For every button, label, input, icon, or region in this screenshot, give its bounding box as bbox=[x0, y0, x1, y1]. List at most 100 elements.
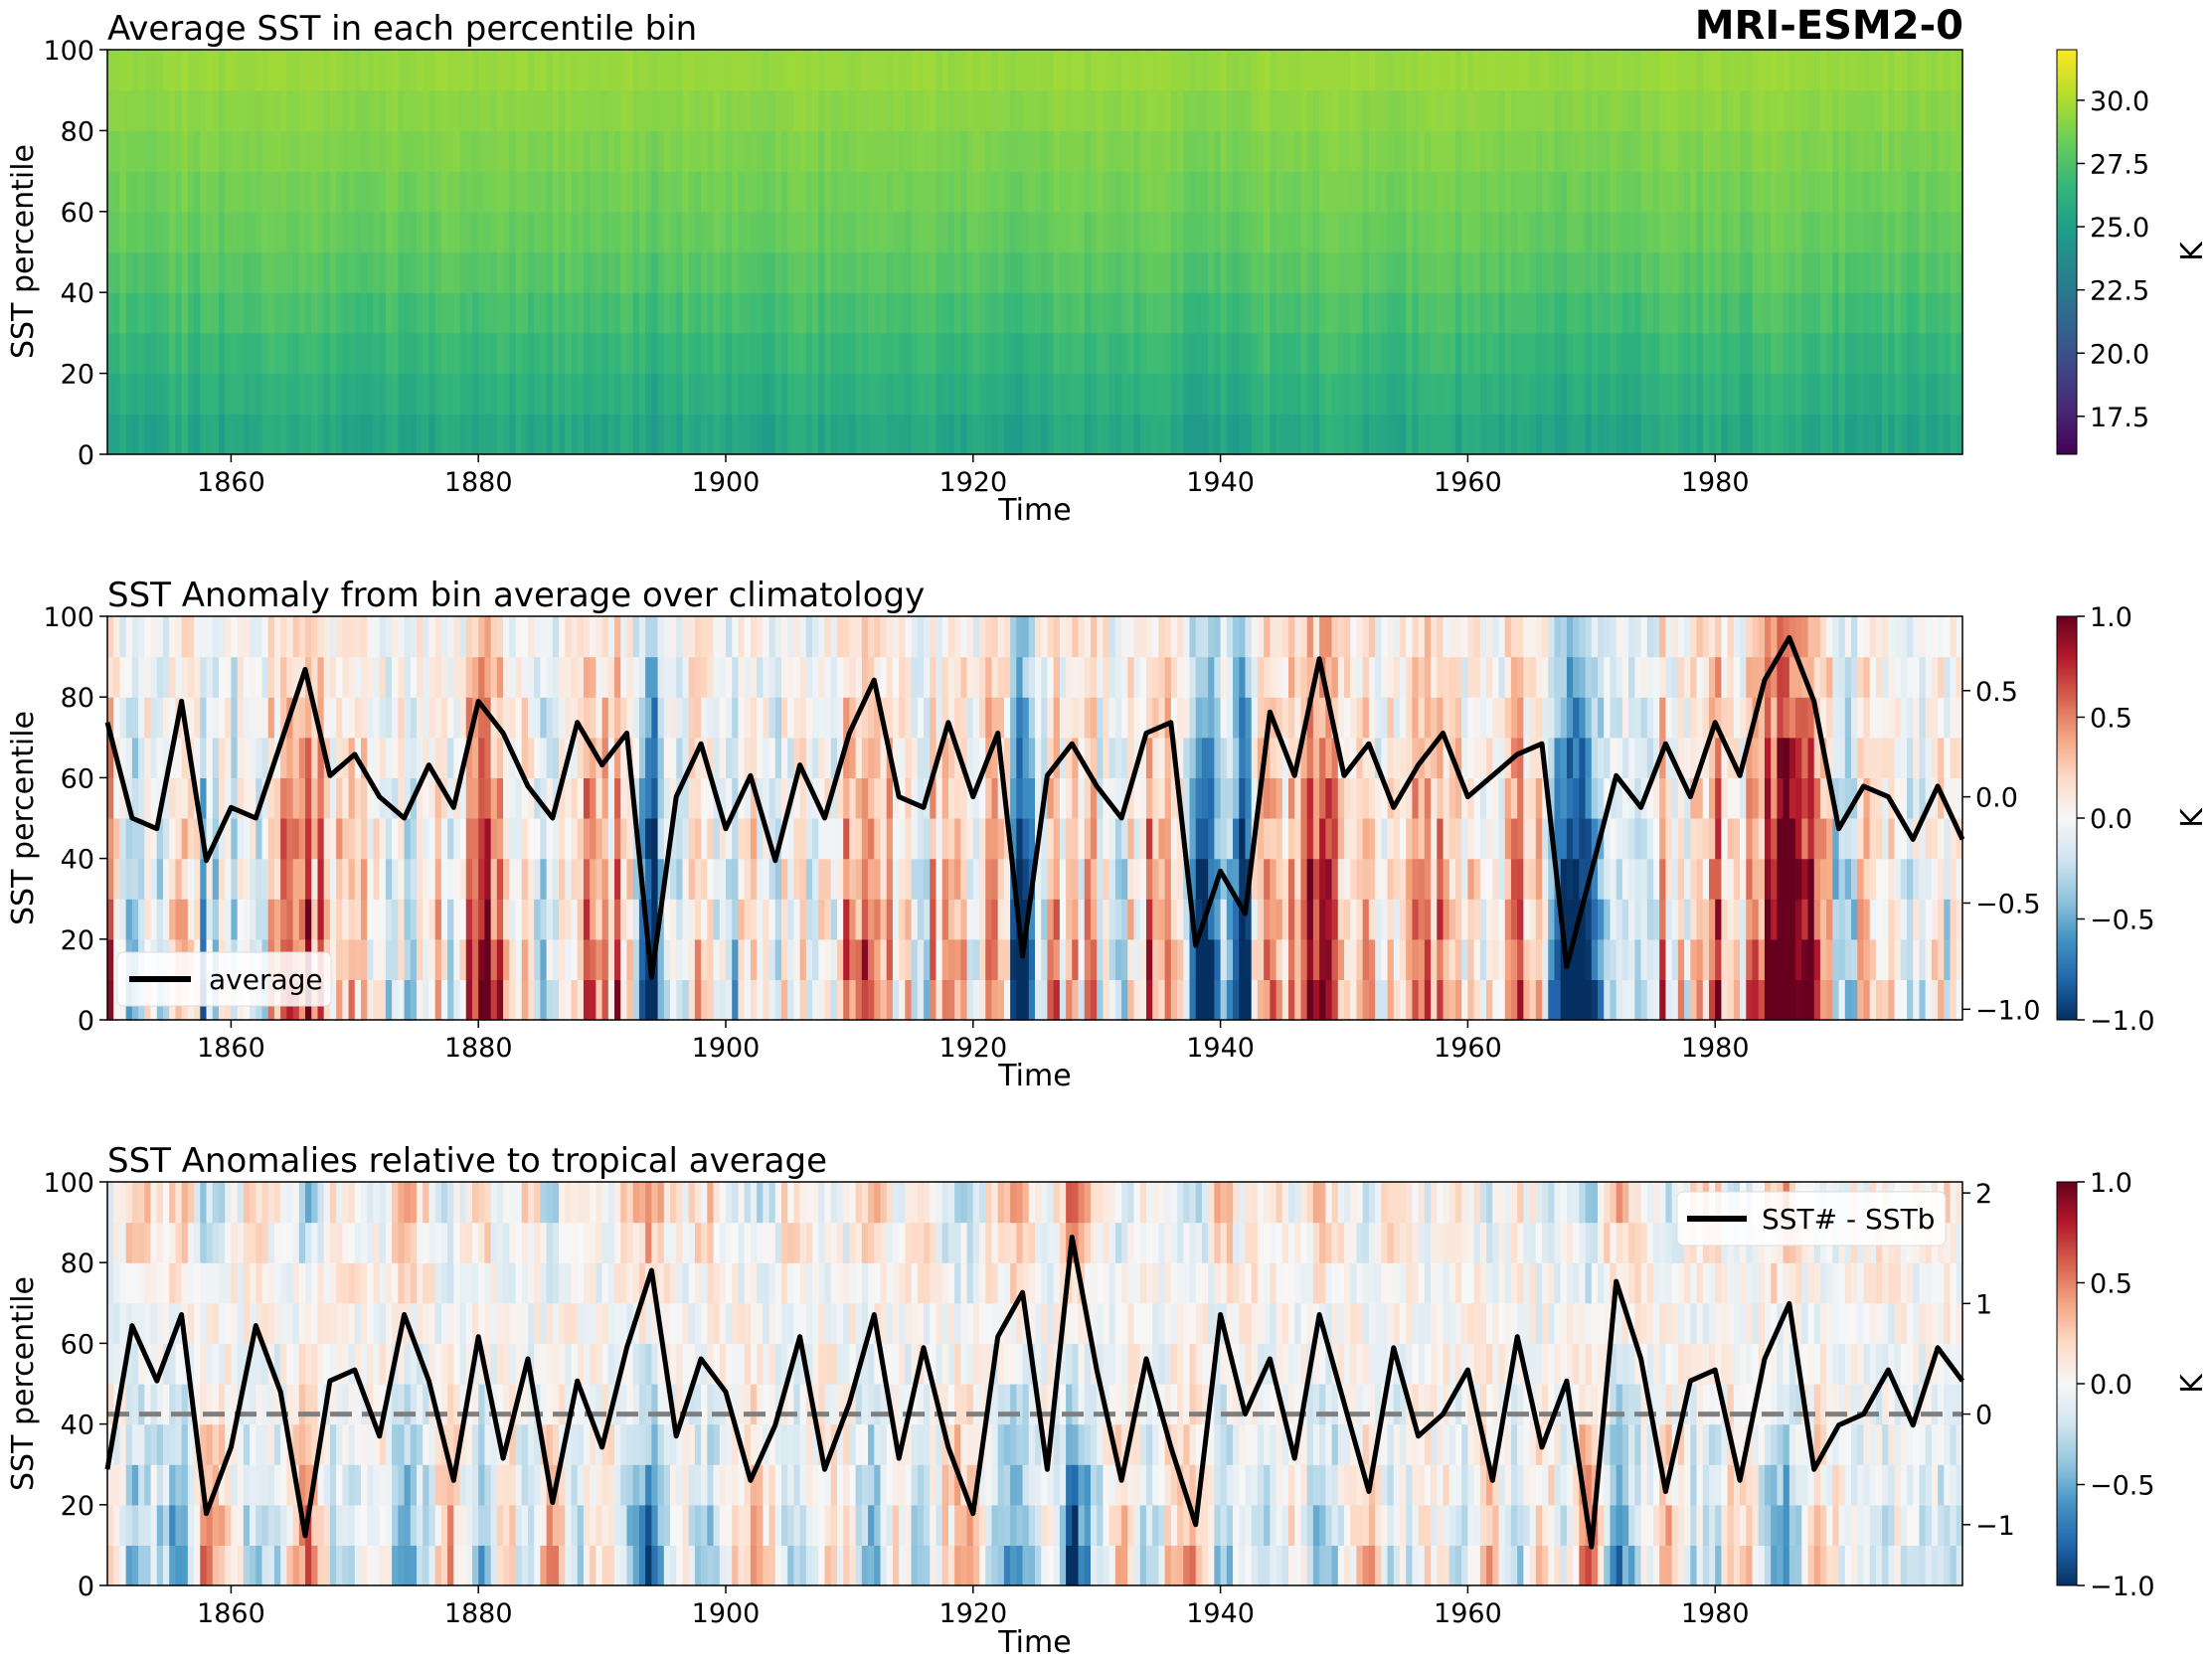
heatmap-cell bbox=[559, 818, 566, 860]
heatmap-cell bbox=[119, 50, 127, 91]
heatmap-cell bbox=[1108, 50, 1116, 91]
heatmap-cell bbox=[1665, 171, 1673, 213]
heatmap-cell bbox=[404, 292, 412, 334]
heatmap-cell bbox=[428, 89, 436, 131]
heatmap-cell bbox=[1214, 899, 1222, 940]
heatmap-cell bbox=[125, 616, 133, 658]
heatmap-cell bbox=[329, 373, 337, 415]
heatmap-cell bbox=[601, 292, 609, 334]
heatmap-cell bbox=[1114, 616, 1122, 658]
heatmap-cell bbox=[1671, 332, 1679, 375]
heatmap-cell bbox=[960, 899, 968, 940]
heatmap-cell bbox=[410, 656, 418, 698]
heatmap-cell bbox=[1066, 818, 1073, 860]
heatmap-cell bbox=[701, 938, 708, 980]
heatmap-cell bbox=[1375, 211, 1382, 253]
heatmap-cell bbox=[1078, 251, 1086, 293]
heatmap-cell bbox=[1535, 373, 1543, 415]
heatmap-cell bbox=[1368, 50, 1376, 91]
heatmap-cell bbox=[1919, 292, 1927, 334]
heatmap-cell bbox=[607, 818, 615, 860]
heatmap-cell bbox=[342, 50, 350, 91]
heatmap-cell bbox=[1412, 211, 1420, 253]
heatmap-cell bbox=[1084, 89, 1092, 131]
heatmap-cell bbox=[546, 979, 554, 1021]
heatmap-cell bbox=[194, 373, 201, 415]
heatmap-cell bbox=[169, 211, 177, 253]
heatmap-cell bbox=[991, 656, 999, 698]
heatmap-cell bbox=[620, 171, 628, 213]
heatmap-cell bbox=[663, 251, 671, 293]
heatmap-cell bbox=[1356, 130, 1364, 172]
heatmap-cell bbox=[1646, 50, 1654, 91]
heatmap-cell bbox=[1844, 251, 1852, 293]
heatmap-cell bbox=[1956, 332, 1963, 375]
heatmap-cell bbox=[1139, 616, 1147, 658]
heatmap-cell bbox=[1264, 211, 1271, 253]
heatmap-cell bbox=[187, 130, 195, 172]
heatmap-cell bbox=[1164, 858, 1172, 900]
heatmap-cell bbox=[1498, 171, 1506, 213]
heatmap-cell bbox=[701, 292, 708, 334]
heatmap-cell bbox=[1084, 251, 1092, 293]
heatmap-cell bbox=[997, 979, 1005, 1021]
heatmap-cell bbox=[601, 251, 609, 293]
heatmap-cell bbox=[966, 171, 974, 213]
heatmap-cell bbox=[726, 332, 733, 375]
heatmap-cell bbox=[1072, 697, 1080, 739]
heatmap-cell bbox=[261, 777, 269, 819]
heatmap-cell bbox=[1090, 373, 1098, 415]
heatmap-cell bbox=[1598, 373, 1605, 415]
heatmap-cell bbox=[757, 332, 764, 375]
heatmap-cell bbox=[509, 89, 517, 131]
heatmap-cell bbox=[1733, 251, 1741, 293]
heatmap-cell bbox=[1152, 737, 1159, 778]
heatmap-cell bbox=[1233, 373, 1240, 415]
heatmap-cell bbox=[113, 616, 121, 658]
heatmap-cell bbox=[1640, 89, 1648, 131]
heatmap-cell bbox=[577, 50, 585, 91]
heatmap-cell bbox=[768, 251, 776, 293]
heatmap-cell bbox=[521, 818, 529, 860]
heatmap-cell bbox=[348, 777, 356, 819]
heatmap-cell bbox=[626, 858, 634, 900]
heatmap-cell bbox=[960, 777, 968, 819]
heatmap-cell bbox=[1016, 50, 1024, 91]
heatmap-cell bbox=[1535, 292, 1543, 334]
heatmap-cell bbox=[385, 89, 393, 131]
heatmap-cell bbox=[206, 656, 214, 698]
heatmap-cell bbox=[780, 50, 788, 91]
heatmap-cell bbox=[490, 50, 498, 91]
heatmap-cell bbox=[1276, 616, 1283, 658]
heatmap-cell bbox=[280, 171, 287, 213]
heatmap-cell bbox=[1758, 332, 1766, 375]
heatmap-cell bbox=[336, 818, 343, 860]
heatmap-cell bbox=[1548, 130, 1556, 172]
heatmap-cell bbox=[1640, 373, 1648, 415]
heatmap-cell bbox=[367, 818, 375, 860]
heatmap-cell bbox=[336, 373, 343, 415]
heatmap-cell bbox=[1771, 171, 1778, 213]
heatmap-cell bbox=[273, 130, 281, 172]
heatmap-cell bbox=[162, 737, 170, 778]
heatmap-cell bbox=[583, 130, 591, 172]
heatmap-cell bbox=[212, 373, 220, 415]
heatmap-cell bbox=[336, 656, 343, 698]
heatmap-cell bbox=[991, 292, 999, 334]
heatmap-cell bbox=[1108, 737, 1116, 778]
heatmap-cell bbox=[490, 818, 498, 860]
heatmap-cell bbox=[638, 777, 646, 819]
heatmap-cell bbox=[1795, 50, 1802, 91]
heatmap-cell bbox=[1863, 414, 1871, 455]
heatmap-cell bbox=[1919, 89, 1927, 131]
heatmap-cell bbox=[738, 292, 746, 334]
heatmap-cell bbox=[1288, 777, 1295, 819]
heatmap-cell bbox=[1399, 50, 1407, 91]
heatmap-cell bbox=[663, 171, 671, 213]
heatmap-cell bbox=[899, 858, 906, 900]
heatmap-cell bbox=[119, 414, 127, 455]
heatmap-cell bbox=[836, 292, 844, 334]
heatmap-cell bbox=[410, 899, 418, 940]
heatmap-cell bbox=[911, 899, 919, 940]
heatmap-cell bbox=[1133, 292, 1141, 334]
